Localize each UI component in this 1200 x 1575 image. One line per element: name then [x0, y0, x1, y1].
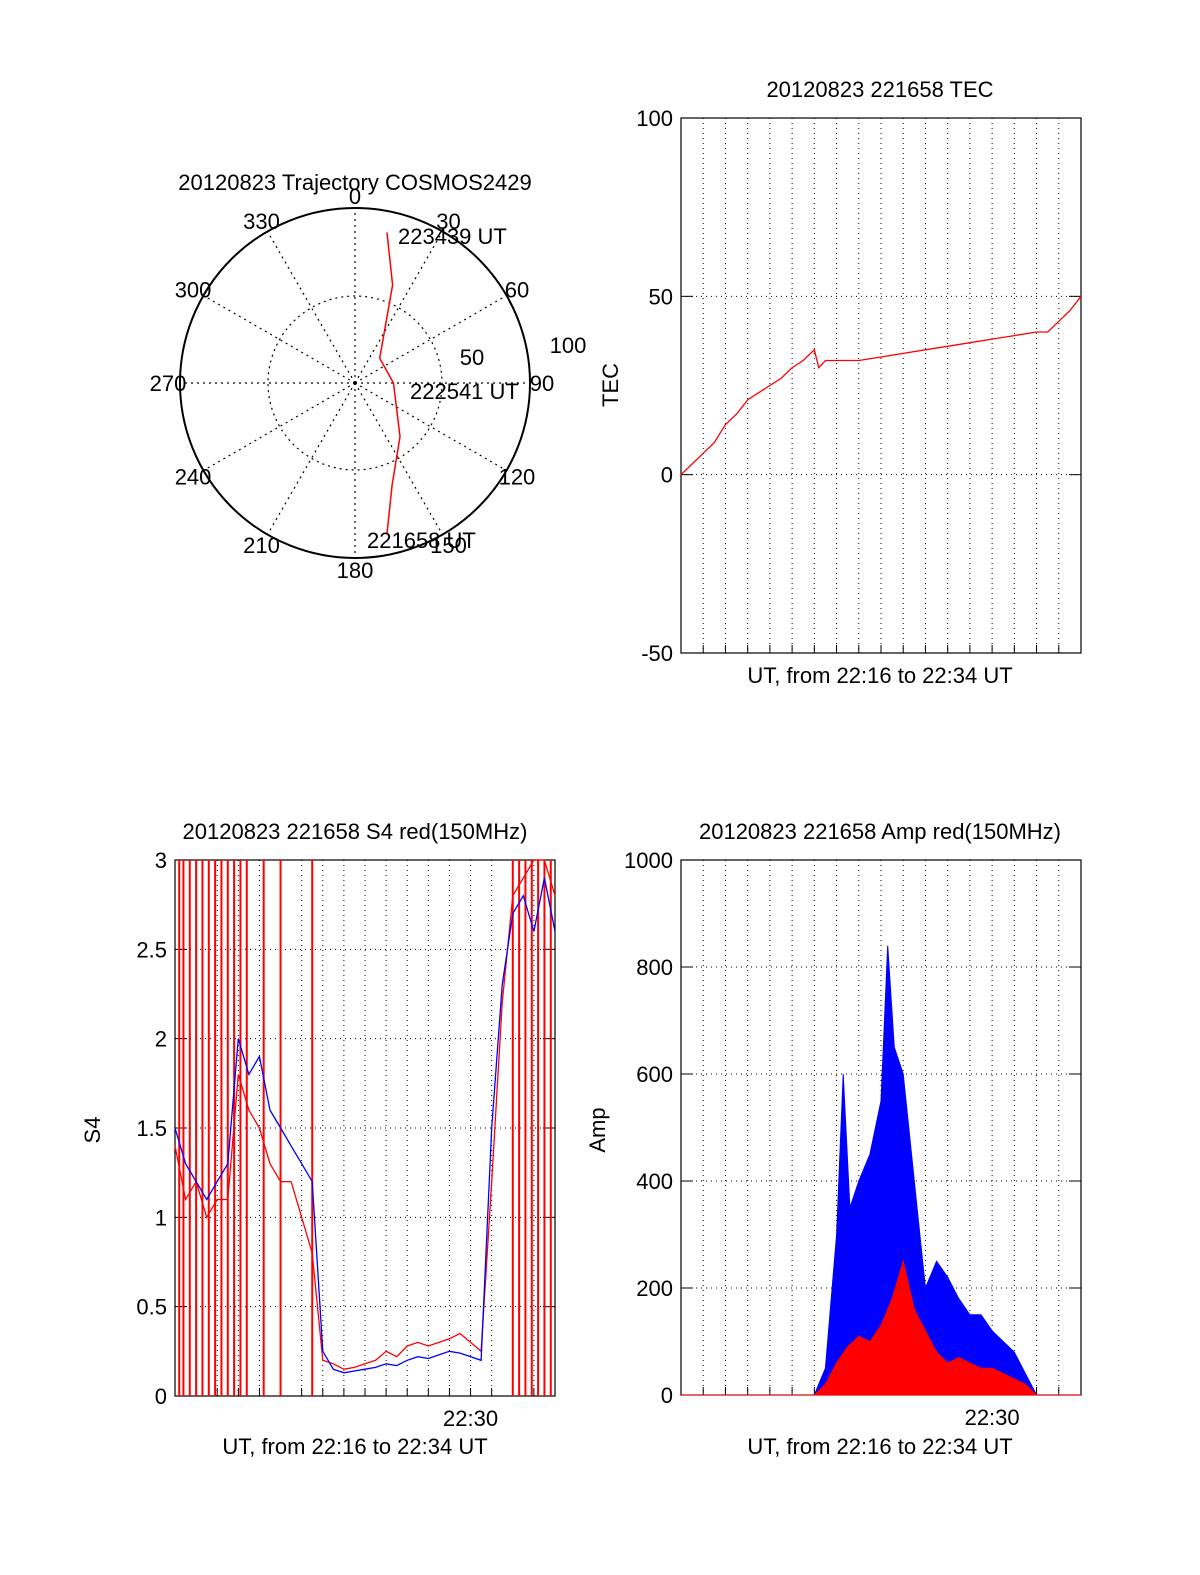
tec-panel: 20120823 221658 TEC -50 0 50 100 UT, from 2…: [598, 77, 1082, 688]
s4-y-label: S4: [80, 1117, 105, 1144]
s4-x-label: UT, from 22:16 to 22:34 UT: [222, 1434, 487, 1459]
s4-grid: [175, 859, 555, 1397]
tec-y-label: TEC: [598, 363, 623, 407]
polar-spoke: [203, 294, 356, 384]
polar-angle-label: 330: [243, 209, 280, 234]
s4-y-tick-label: 0: [155, 1384, 167, 1409]
polar-inner-circle: [267, 295, 443, 471]
amp-y-tick-label: 200: [636, 1276, 673, 1301]
amp-y-tick-label: 400: [636, 1169, 673, 1194]
s4-y-tick-label: 1: [155, 1205, 167, 1230]
polar-spoke: [354, 294, 507, 384]
amp-red-series-area: [681, 1259, 1081, 1396]
trajectory-annotation-end: 223439 UT: [398, 224, 507, 249]
polar-angle-label: 150: [430, 533, 467, 558]
polar-angle-label: 270: [150, 371, 187, 396]
s4-y-tick-label: 2.5: [136, 937, 167, 962]
tec-y-ticks: -50 0 50 100: [636, 106, 673, 666]
amp-blue-series-area: [681, 945, 1081, 1396]
amp-y-tick-label: 0: [661, 1383, 673, 1408]
s4-y-tick-label: 0.5: [136, 1295, 167, 1320]
amp-title: 20120823 221658 Amp red(150MHz): [699, 819, 1061, 844]
tec-y-tick-label: 50: [649, 284, 673, 309]
amp-x-ticks: 22:30: [965, 1405, 1020, 1430]
s4-x-ticks: 22:30: [443, 1406, 498, 1431]
amp-y-tick-label: 600: [636, 1062, 673, 1087]
polar-angle-label: 120: [499, 465, 536, 490]
s4-x-tick-label: 22:30: [443, 1406, 498, 1431]
polar-angle-label: 240: [175, 465, 212, 490]
s4-panel: 20120823 221658 S4 red(150MHz) 0 0.5 1 1.5 2…: [80, 819, 556, 1459]
polar-spokes: [180, 208, 530, 558]
amp-y-ticks: 0 200 400 600 800 1000: [624, 848, 673, 1408]
s4-y-tick-label: 2: [155, 1027, 167, 1052]
trajectory-title: 20120823 Trajectory COSMOS2429: [178, 170, 531, 195]
tec-grid: [681, 117, 1081, 654]
polar-angle-label: 90: [530, 371, 554, 396]
s4-red-series-line: [174, 859, 556, 1370]
amp-x-label: UT, from 22:16 to 22:34 UT: [747, 1434, 1012, 1459]
polar-angle-label: 30: [436, 209, 460, 234]
s4-red-spikes: [178, 860, 552, 1396]
tec-y-tick-label: -50: [641, 641, 673, 666]
polar-angle-label: 60: [505, 278, 529, 303]
amp-y-tick-label: 800: [636, 955, 673, 980]
tec-y-tick-label: 0: [661, 463, 673, 488]
polar-spoke: [266, 382, 356, 535]
polar-radial-label-50: 50: [460, 345, 484, 370]
tec-x-label: UT, from 22:16 to 22:34 UT: [747, 663, 1012, 688]
polar-angle-label: 210: [243, 533, 280, 558]
amp-y-label: Amp: [585, 1107, 610, 1152]
amp-y-tick-label: 1000: [624, 848, 673, 873]
tec-y-tick-label: 100: [636, 106, 673, 131]
s4-y-tick-label: 1.5: [136, 1116, 167, 1141]
trajectory-panel: 20120823 Trajectory COSMOS2429 0 30 60 90 12…: [150, 170, 587, 583]
polar-spoke: [354, 382, 444, 535]
polar-angle-label: 300: [175, 278, 212, 303]
polar-spoke: [203, 382, 356, 472]
trajectory-annotation-mid: 222541 UT: [410, 379, 519, 404]
trajectory-annotation-start: 221658 UT: [367, 528, 476, 553]
polar-angle-label: 180: [337, 558, 374, 583]
s4-y-ticks: 0 0.5 1 1.5 2 2.5 3: [136, 848, 167, 1409]
amp-panel: 20120823 221658 Amp red(150MHz) 0 200 400 6…: [585, 819, 1082, 1459]
polar-angle-label: 0: [349, 184, 361, 209]
polar-spoke: [354, 382, 507, 472]
tec-title: 20120823 221658 TEC: [766, 77, 993, 102]
polar-radial-label-100: 100: [550, 333, 587, 358]
amp-x-tick-label: 22:30: [965, 1405, 1020, 1430]
s4-title: 20120823 221658 S4 red(150MHz): [183, 819, 528, 844]
tec-series-line: [680, 295, 1082, 476]
s4-y-tick-label: 3: [155, 848, 167, 873]
polar-spoke: [354, 231, 444, 384]
s4-blue-series-line: [174, 877, 556, 1374]
polar-spoke: [266, 231, 356, 384]
trajectory-line: [378, 232, 401, 534]
polar-angle-labels: 0 30 60 90 120 150 180 210 240 270 300 330: [150, 184, 555, 583]
